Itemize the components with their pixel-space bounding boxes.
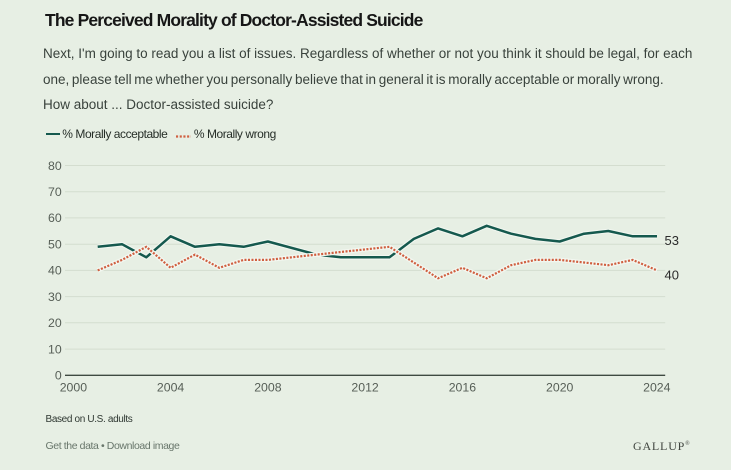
svg-text:2004: 2004: [157, 381, 185, 395]
svg-text:2024: 2024: [643, 381, 671, 395]
svg-text:20: 20: [48, 316, 62, 330]
svg-text:40: 40: [665, 267, 679, 282]
svg-text:10: 10: [48, 342, 62, 356]
svg-text:53: 53: [665, 233, 679, 248]
svg-text:2016: 2016: [449, 381, 477, 395]
svg-text:40: 40: [48, 264, 62, 278]
svg-text:60: 60: [48, 211, 62, 225]
svg-text:2008: 2008: [254, 381, 282, 395]
svg-text:2000: 2000: [60, 381, 88, 395]
svg-text:30: 30: [48, 290, 62, 304]
svg-text:50: 50: [48, 238, 62, 252]
svg-text:2012: 2012: [351, 381, 379, 395]
svg-text:70: 70: [48, 185, 62, 199]
svg-text:2020: 2020: [546, 381, 574, 395]
svg-text:80: 80: [48, 159, 62, 173]
svg-text:0: 0: [55, 369, 62, 383]
